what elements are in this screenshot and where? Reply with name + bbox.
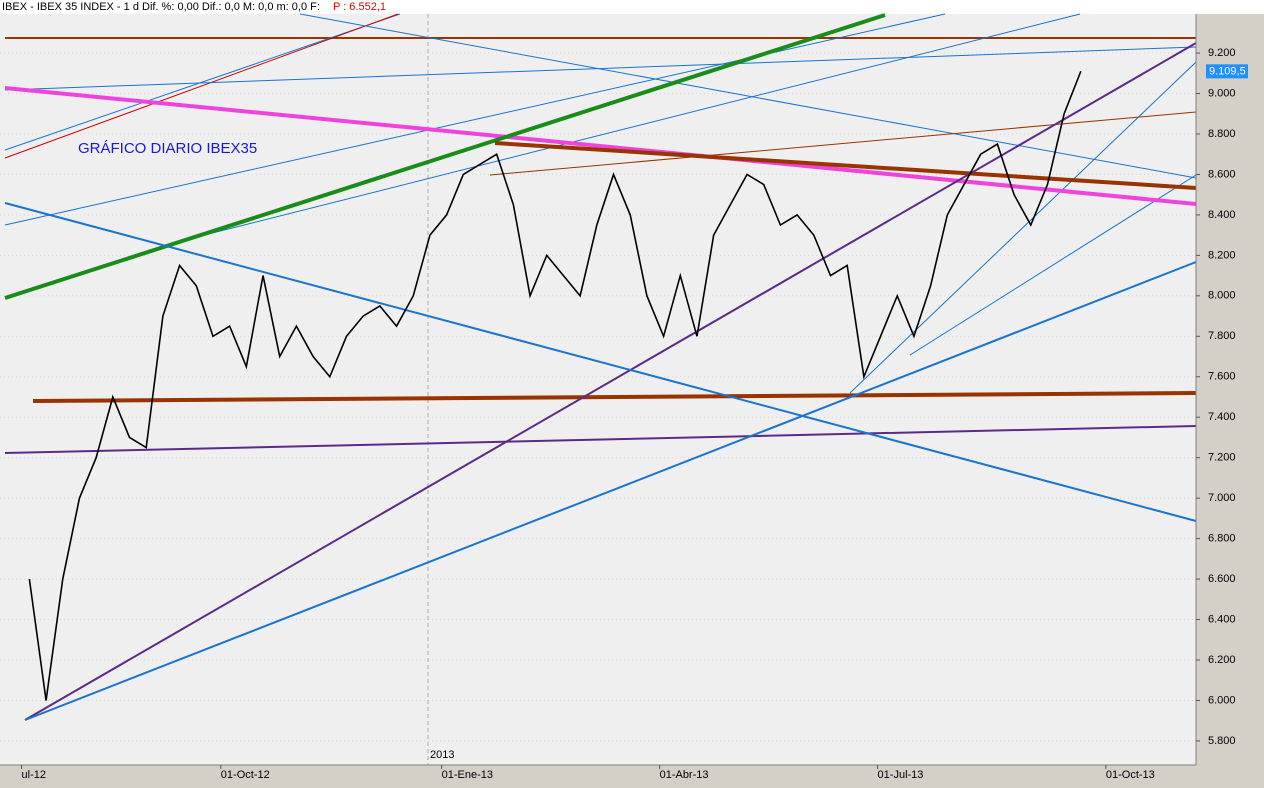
- chart-annotation: GRÁFICO DIARIO IBEX35: [78, 140, 257, 157]
- trend-line: [164, 13, 1081, 246]
- trend-line: [909, 174, 1197, 356]
- trend-line: [32, 391, 1197, 403]
- x-tick-label: 01-Abr-13: [660, 769, 709, 781]
- y-tick-label: 6.200: [1208, 654, 1236, 666]
- last-value-box: [1206, 64, 1248, 79]
- y-tick-label: 6.000: [1208, 694, 1236, 706]
- y-tick-label: 6.600: [1208, 573, 1236, 585]
- trend-line: [4, 425, 1197, 454]
- y-tick-label: 9.000: [1208, 87, 1236, 99]
- year-label: 2013: [430, 749, 454, 761]
- trend-lines: [4, 13, 1197, 721]
- x-tick-label: ul-12: [22, 769, 46, 781]
- y-tick-label: 6.400: [1208, 613, 1236, 625]
- y-tick-label: 8.600: [1208, 168, 1236, 180]
- trend-line: [4, 13, 399, 159]
- header-price: P : 6.552,1: [333, 1, 386, 13]
- trend-line: [4, 13, 886, 300]
- trend-line: [24, 261, 1197, 721]
- trend-line: [494, 141, 1197, 190]
- y-tick-label: 5.800: [1208, 735, 1236, 747]
- y-tick-label: 8.200: [1208, 249, 1236, 261]
- trend-line: [4, 13, 946, 226]
- title-bar: [0, 0, 1264, 14]
- trend-line: [4, 202, 1197, 522]
- y-tick-label: 9.200: [1208, 47, 1236, 59]
- y-tick-label: 7.400: [1208, 411, 1236, 423]
- price-line: [28, 70, 1082, 701]
- y-tick-label: 7.000: [1208, 492, 1236, 504]
- trend-line: [4, 13, 401, 151]
- last-value-label: 9.109,5: [1209, 65, 1246, 77]
- y-tick-label: 8.400: [1208, 209, 1236, 221]
- y-tick-label: 8.000: [1208, 290, 1236, 302]
- x-tick-label: 01-Oct-13: [1106, 769, 1155, 781]
- header-text: IBEX - IBEX 35 INDEX - 1 d Dif. %: 0,00 …: [2, 1, 320, 13]
- y-tick-label: 6.800: [1208, 533, 1236, 545]
- y-tick-label: 7.600: [1208, 371, 1236, 383]
- x-tick-label: 01-Ene-13: [442, 769, 493, 781]
- y-tick-label: 7.200: [1208, 452, 1236, 464]
- y-tick-label: 7.800: [1208, 330, 1236, 342]
- trend-line: [4, 86, 1197, 206]
- x-tick-label: 01-Jul-13: [878, 769, 924, 781]
- y-tick-label: 8.800: [1208, 128, 1236, 140]
- trend-line: [299, 13, 1197, 179]
- trend-line: [489, 111, 1197, 176]
- trend-line: [849, 61, 1197, 394]
- x-tick-label: 01-Oct-12: [221, 769, 270, 781]
